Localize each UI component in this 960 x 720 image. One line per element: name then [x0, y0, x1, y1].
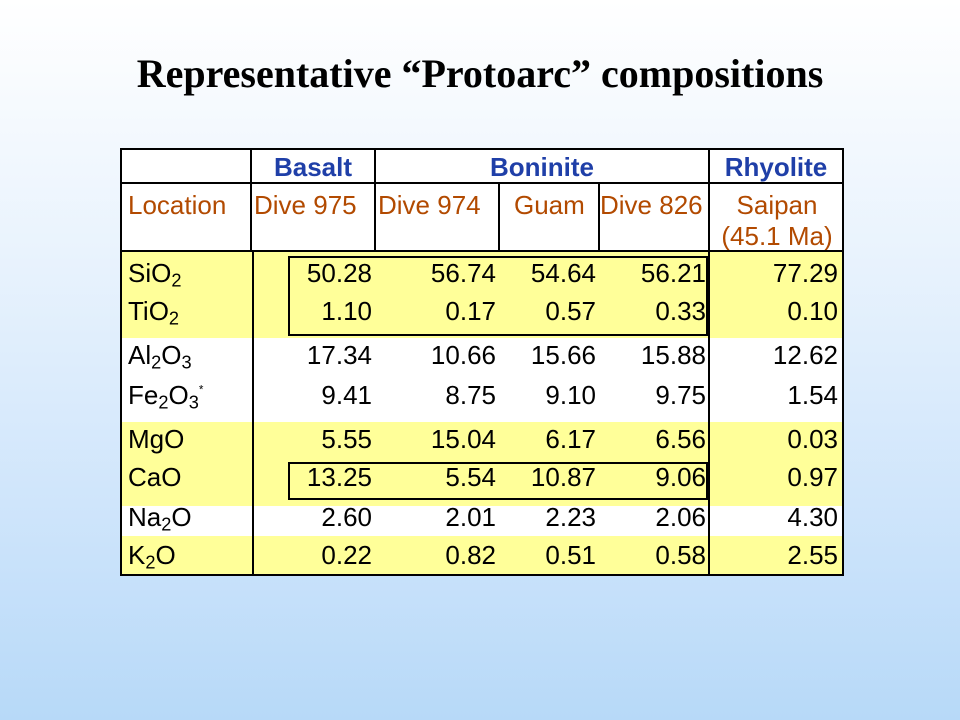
value-cell: 0.17 [445, 296, 496, 326]
header-divider [122, 182, 842, 184]
value-cell: 2.06 [655, 502, 706, 532]
parameter-label: SiO2 [128, 258, 182, 291]
value-cell: 0.97 [787, 462, 838, 492]
column-divider [498, 182, 500, 250]
composition-table: Basalt Boninite Rhyolite Location Dive 9… [120, 148, 844, 576]
value-cell: 2.60 [321, 502, 372, 532]
value-cell: 2.23 [545, 502, 596, 532]
column-header-guam: Guam [514, 190, 585, 220]
column-divider [708, 150, 710, 250]
value-cell: 4.30 [787, 502, 838, 532]
value-cell: 6.56 [655, 424, 706, 454]
parameter-label: Al2O3 [128, 340, 192, 373]
value-cell: 1.10 [321, 296, 372, 326]
parameter-label: K2O [128, 540, 176, 573]
group-rhyolite: Rhyolite [724, 152, 828, 182]
value-cell: 15.66 [530, 340, 596, 370]
column-divider [250, 150, 252, 250]
value-cell: 0.58 [655, 540, 706, 570]
parameter-label: CaO [128, 462, 182, 492]
value-cell: 15.88 [640, 340, 706, 370]
value-cell: 5.54 [445, 462, 496, 492]
value-cell: 0.51 [545, 540, 596, 570]
emphasis-box [288, 462, 708, 500]
value-cell: 9.75 [655, 380, 706, 410]
value-cell: 0.33 [655, 296, 706, 326]
column-header-dive-974: Dive 974 [378, 190, 481, 220]
group-boninite: Boninite [490, 152, 594, 182]
value-cell: 9.10 [545, 380, 596, 410]
column-header-saipan: Saipan [736, 190, 818, 220]
value-cell: 9.41 [321, 380, 372, 410]
value-cell: 56.74 [430, 258, 496, 288]
value-cell: 5.55 [321, 424, 372, 454]
group-basalt: Basalt [273, 152, 353, 182]
emphasis-box [288, 256, 708, 336]
highlight-band [122, 536, 842, 574]
value-cell: 0.10 [787, 296, 838, 326]
value-cell: 0.57 [545, 296, 596, 326]
value-cell: 6.17 [545, 424, 596, 454]
value-cell: 56.21 [640, 258, 706, 288]
column-divider [374, 150, 376, 250]
value-cell: 2.55 [787, 540, 838, 570]
value-cell: 54.64 [530, 258, 596, 288]
value-cell: 0.22 [321, 540, 372, 570]
value-cell: 2.01 [445, 502, 496, 532]
slide-title: Representative “Protoarc” compositions [136, 51, 824, 96]
value-cell: 0.82 [445, 540, 496, 570]
highlight-band [122, 252, 842, 338]
column-header-dive-975: Dive 975 [254, 190, 357, 220]
value-cell: 12.62 [772, 340, 838, 370]
column-divider [252, 252, 254, 574]
column-divider [598, 182, 600, 250]
value-cell: 0.03 [787, 424, 838, 454]
value-cell: 9.06 [655, 462, 706, 492]
value-cell: 17.34 [306, 340, 372, 370]
value-cell: 10.66 [430, 340, 496, 370]
value-cell: 8.75 [445, 380, 496, 410]
value-cell: 10.87 [530, 462, 596, 492]
value-cell: 1.54 [787, 380, 838, 410]
parameter-label: Fe2O3* [128, 380, 204, 413]
value-cell: 77.29 [772, 258, 838, 288]
parameter-label: MgO [128, 424, 185, 454]
column-header-dive-826: Dive 826 [600, 190, 703, 220]
parameter-label: TiO2 [128, 296, 180, 329]
location-header: Location [128, 190, 227, 220]
value-cell: 50.28 [306, 258, 372, 288]
column-divider [708, 252, 710, 574]
highlight-band [122, 422, 842, 506]
value-cell: 15.04 [430, 424, 496, 454]
header-divider [122, 250, 842, 252]
value-cell: 13.25 [306, 462, 372, 492]
parameter-label: Na2O [128, 502, 192, 535]
column-header-saipan-age: (45.1 Ma) [721, 221, 833, 251]
